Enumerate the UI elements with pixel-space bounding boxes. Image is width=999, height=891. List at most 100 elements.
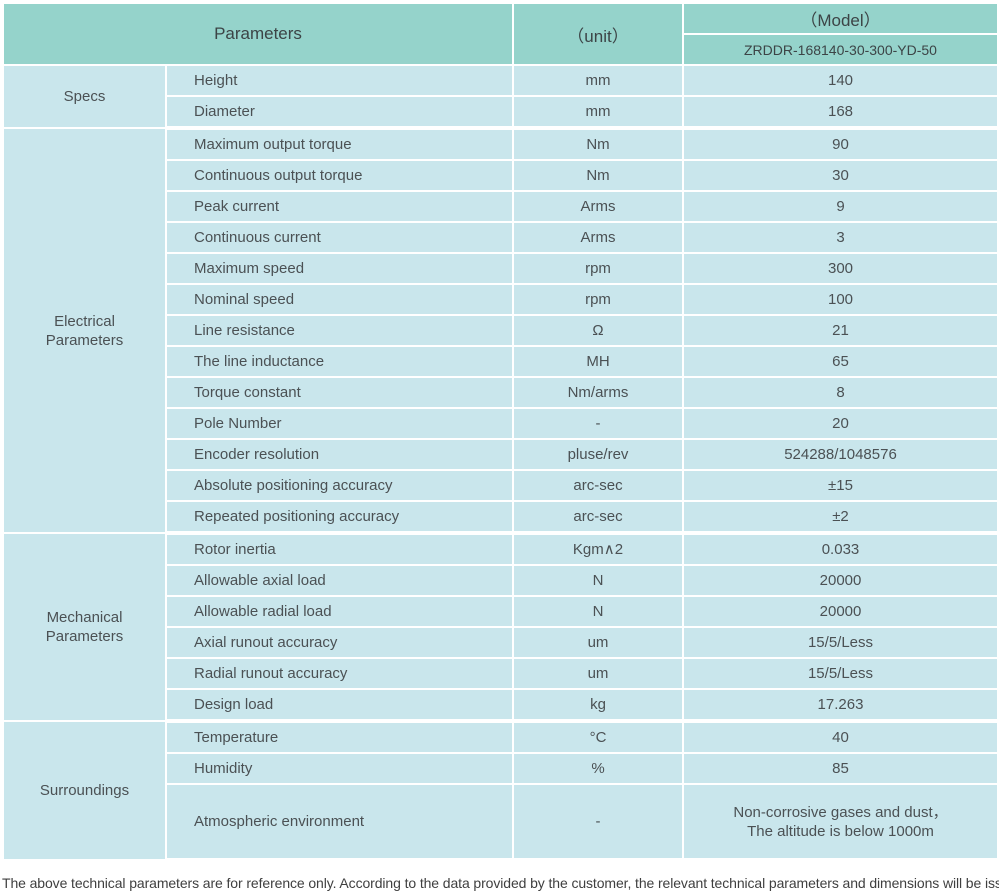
section-label: Mechanical Parameters — [2, 532, 167, 722]
unit-cell: Nm/arms — [512, 376, 684, 409]
header-unit: （unit） — [512, 2, 684, 66]
value-cell: 168 — [682, 95, 999, 130]
unit-cell: Kgm∧2 — [512, 532, 684, 566]
param-cell: Encoder resolution — [165, 438, 514, 471]
param-cell: Atmospheric environment — [165, 783, 514, 862]
unit-cell: MH — [512, 345, 684, 378]
value-cell: 100 — [682, 283, 999, 316]
table-row: Line resistance Ω 21 — [3, 314, 999, 347]
unit-cell: Arms — [512, 190, 684, 223]
param-cell: Diameter — [165, 95, 514, 130]
value-cell: 65 — [682, 345, 999, 378]
value-cell: 21 — [682, 314, 999, 347]
unit-cell: Arms — [512, 221, 684, 254]
param-cell: Allowable radial load — [165, 595, 514, 628]
value-cell: 3 — [682, 221, 999, 254]
value-cell: 20000 — [682, 564, 999, 597]
unit-cell: Ω — [512, 314, 684, 347]
param-cell: Temperature — [165, 720, 514, 754]
unit-cell: N — [512, 564, 684, 597]
value-cell: 40 — [682, 720, 999, 754]
table-row: Axial runout accuracy um 15/5/Less — [3, 626, 999, 659]
value-cell: 20000 — [682, 595, 999, 628]
value-cell: 85 — [682, 752, 999, 785]
unit-cell: arc-sec — [512, 500, 684, 535]
table-row: Maximum speed rpm 300 — [3, 252, 999, 285]
table-row: The line inductance MH 65 — [3, 345, 999, 378]
unit-cell: - — [512, 783, 684, 862]
table-row: Absolute positioning accuracy arc-sec ±15 — [3, 469, 999, 502]
value-cell: 90 — [682, 127, 999, 161]
unit-cell: kg — [512, 688, 684, 723]
value-cell: 300 — [682, 252, 999, 285]
table-row: Specs Height mm 140 — [2, 64, 999, 129]
unit-cell: um — [512, 626, 684, 659]
unit-cell: N — [512, 595, 684, 628]
table-row: Continuous output torque Nm 30 — [3, 159, 999, 192]
value-cell: 9 — [682, 190, 999, 223]
unit-cell: Nm — [512, 127, 684, 161]
value-cell: 17.263 — [682, 688, 999, 723]
table-row: Nominal speed rpm 100 — [3, 283, 999, 316]
param-cell: Axial runout accuracy — [165, 626, 514, 659]
header-model: （Model） — [682, 2, 999, 35]
table-row: Allowable radial load N 20000 — [3, 595, 999, 628]
unit-cell: rpm — [512, 283, 684, 316]
param-cell: Line resistance — [165, 314, 514, 347]
table-row: Humidity% 85 — [3, 752, 999, 785]
unit-cell: um — [512, 657, 684, 690]
table-row: Repeated positioning accuracy arc-sec ±2 — [3, 500, 999, 535]
value-cell: 20 — [682, 407, 999, 440]
value-cell: 15/5/Less — [682, 657, 999, 690]
header-model-number: ZRDDR-168140-30-300-YD-50 — [682, 33, 999, 66]
param-cell: Humidity — [165, 752, 514, 785]
table-row: Design load kg 17.263 — [3, 688, 999, 723]
param-cell: Torque constant — [165, 376, 514, 409]
table-row: Continuous current Arms 3 — [3, 221, 999, 254]
section-label: Specs — [2, 64, 167, 129]
param-cell: Continuous current — [165, 221, 514, 254]
table-row: Pole Number -20 — [3, 407, 999, 440]
unit-cell: pluse/rev — [512, 438, 684, 471]
table-row: Encoder resolution pluse/rev 524288/104857… — [3, 438, 999, 471]
table-row: Peak current Arms 9 — [3, 190, 999, 223]
table-row: Diameter mm 168 — [3, 95, 999, 130]
value-cell: 0.033 — [682, 532, 999, 566]
table-row: Electrical Parameters Maximum output torq… — [2, 127, 999, 534]
table-row: Torque constant Nm/arms 8 — [3, 376, 999, 409]
param-cell: Maximum output torque — [165, 127, 514, 161]
param-cell: Continuous output torque — [165, 159, 514, 192]
spec-table: Parameters （unit） （Model） ZRDDR-168140-3… — [2, 2, 999, 862]
param-cell: Maximum speed — [165, 252, 514, 285]
param-cell: Height — [165, 64, 514, 97]
param-cell: Pole Number — [165, 407, 514, 440]
param-cell: Absolute positioning accuracy — [165, 469, 514, 502]
unit-cell: rpm — [512, 252, 684, 285]
section-label: Electrical Parameters — [2, 127, 167, 534]
param-cell: Peak current — [165, 190, 514, 223]
unit-cell: mm — [512, 95, 684, 130]
unit-cell: mm — [512, 64, 684, 97]
header-parameters: Parameters — [2, 2, 514, 66]
param-cell: Radial runout accuracy — [165, 657, 514, 690]
table-row: Mechanical Parameters Rotor inertia Kgm∧2 0… — [2, 532, 999, 722]
table-row: Atmospheric environment - Non-corrosive ga… — [3, 783, 999, 862]
table-row: Radial runout accuracy um 15/5/Less — [3, 657, 999, 690]
table-row: Allowable axial load N 20000 — [3, 564, 999, 597]
value-cell: Non-corrosive gases and dust， The altitu… — [682, 783, 999, 862]
param-cell: Repeated positioning accuracy — [165, 500, 514, 535]
unit-cell: arc-sec — [512, 469, 684, 502]
param-cell: Rotor inertia — [165, 532, 514, 566]
param-cell: Nominal speed — [165, 283, 514, 316]
section-label: Surroundings — [2, 720, 167, 861]
unit-cell: °C — [512, 720, 684, 754]
table-header: Parameters （unit） （Model） ZRDDR-168140-3… — [2, 2, 999, 66]
param-cell: Allowable axial load — [165, 564, 514, 597]
value-cell: 8 — [682, 376, 999, 409]
value-cell: 524288/1048576 — [682, 438, 999, 471]
value-cell: 140 — [682, 64, 999, 97]
value-cell: ±15 — [682, 469, 999, 502]
value-cell: 15/5/Less — [682, 626, 999, 659]
param-cell: The line inductance — [165, 345, 514, 378]
value-cell: ±2 — [682, 500, 999, 535]
